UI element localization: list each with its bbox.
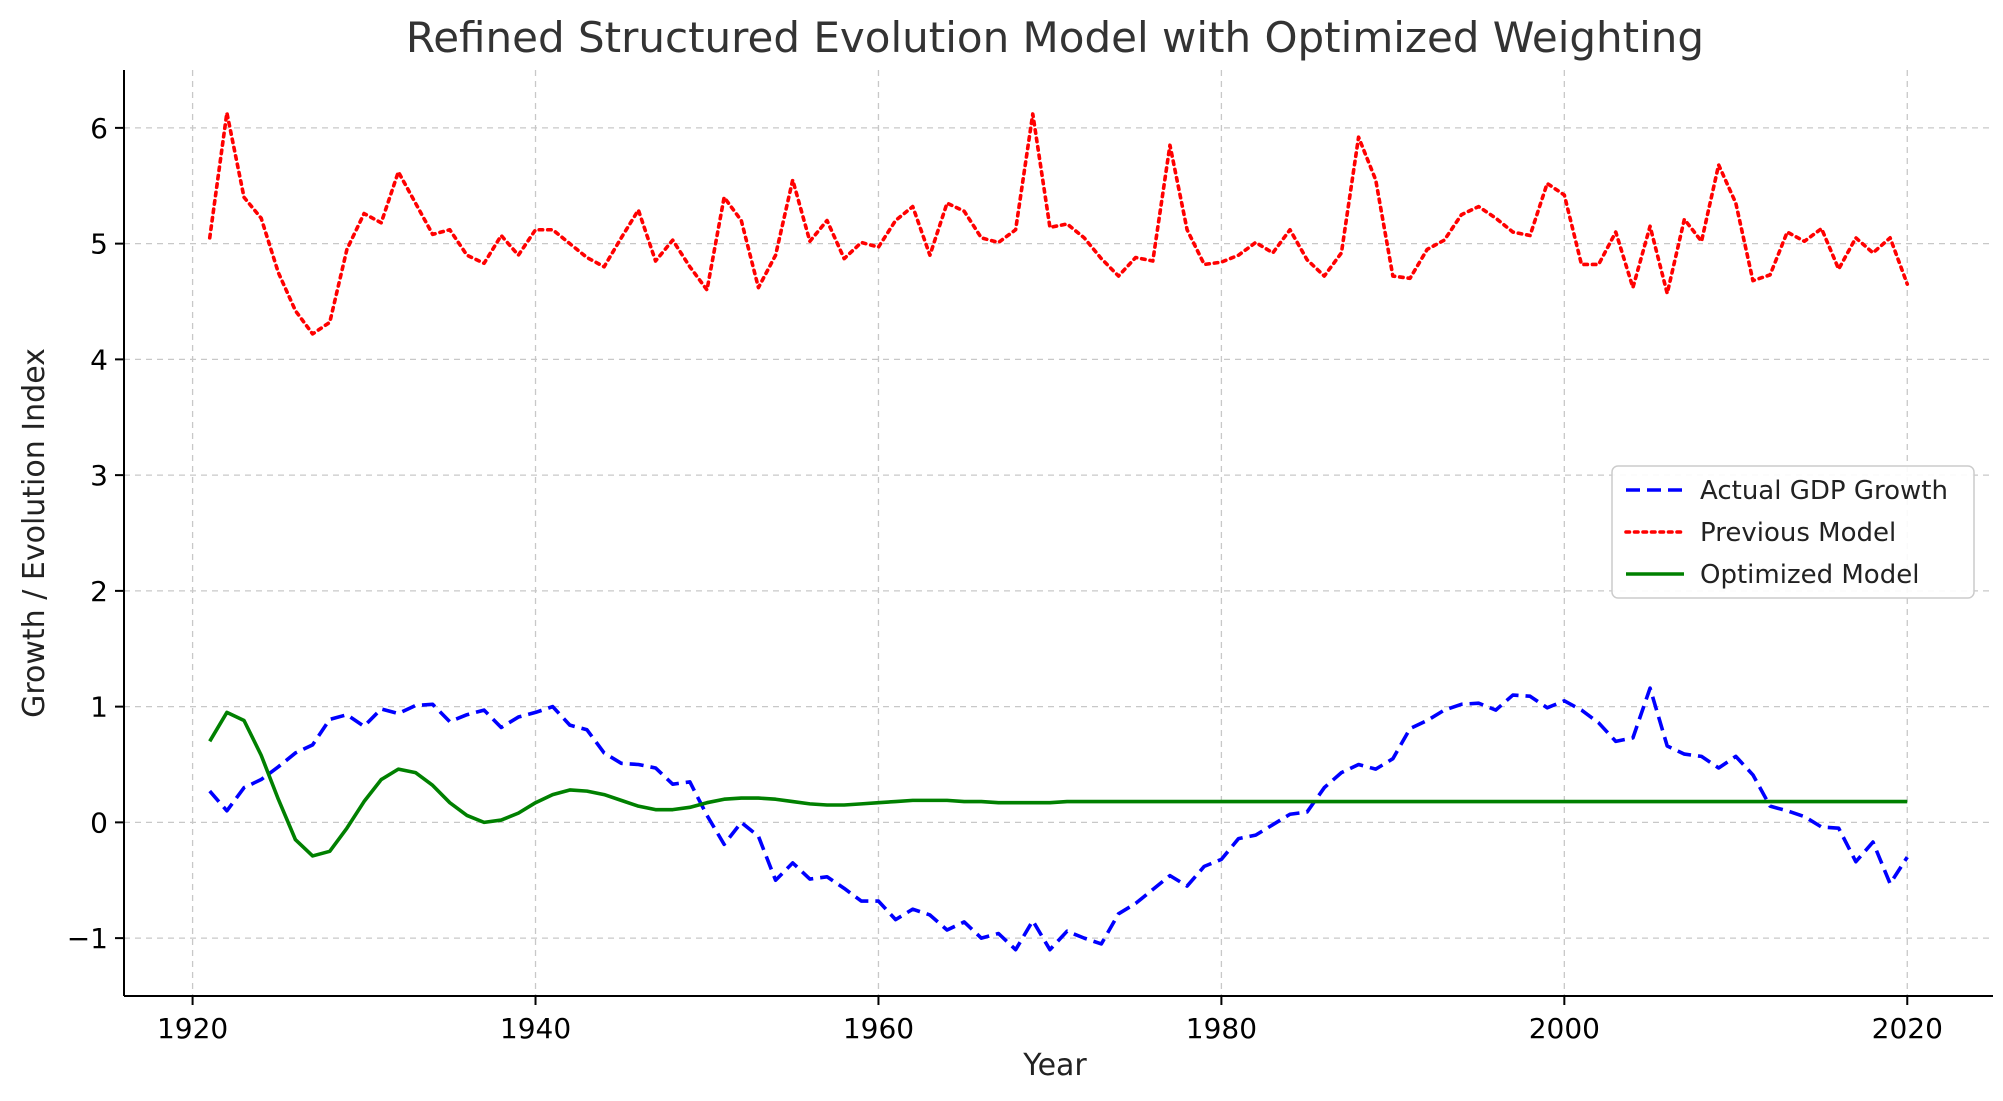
y-tick-label: 3 — [90, 459, 108, 492]
series-line-optimized-model — [208, 710, 1908, 858]
legend-label: Actual GDP Growth — [1700, 476, 1948, 506]
x-tick-label: 1940 — [500, 1012, 571, 1045]
series-line-actual-gdp-growth — [208, 686, 1909, 952]
x-tick-label: 2020 — [1872, 1012, 1943, 1045]
axis-layer: 1920 1940 1960 1980 2000 2020 −1 0 1 2 3 4 5 6 — [67, 70, 1993, 1045]
y-tick-label: 5 — [90, 228, 108, 261]
x-tick-label: 2000 — [1529, 1012, 1600, 1045]
y-tick-label: −1 — [67, 922, 108, 955]
legend-label: Optimized Model — [1700, 560, 1919, 590]
y-tick-label: 4 — [90, 343, 108, 376]
series-layer — [207, 111, 1910, 952]
x-tick-label: 1960 — [843, 1012, 914, 1045]
y-tick-label: 2 — [90, 575, 108, 608]
chart-title: Refined Structured Evolution Model with … — [406, 13, 1704, 62]
series-line-previous-model — [207, 111, 1910, 336]
y-axis-title: Growth / Evolution Index — [17, 348, 52, 718]
legend-box — [1611, 465, 1975, 599]
y-tick-label: 1 — [90, 691, 108, 724]
x-axis-title: Year — [1022, 1048, 1087, 1083]
y-tick-label: 0 — [90, 806, 108, 839]
y-tick-label: 6 — [90, 112, 108, 145]
legend-label: Previous Model — [1700, 518, 1896, 548]
x-tick-label: 1920 — [157, 1012, 228, 1045]
x-tick-label: 1980 — [1186, 1012, 1257, 1045]
legend: Actual GDP Growth Previous Model Optimized… — [1611, 465, 1975, 599]
legend-entries: Actual GDP Growth Previous Model Optimized… — [1624, 476, 1948, 590]
